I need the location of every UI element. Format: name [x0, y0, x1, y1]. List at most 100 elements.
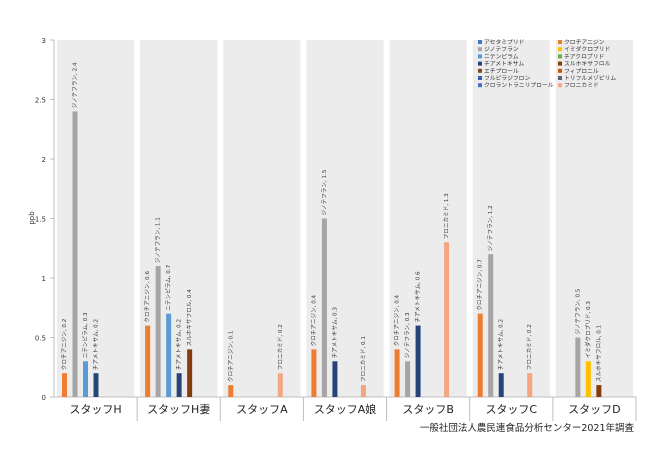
data-label: チアメトキサム, 0.2 [93, 319, 100, 370]
data-label: クロチアニジン, 0.4 [310, 294, 317, 346]
legend-label: エチプロール [484, 68, 519, 75]
data-label: ジノテフラン, 0.5 [574, 288, 581, 334]
bar [83, 361, 88, 397]
legend-label: フルピラジフロン [484, 75, 530, 82]
data-label: ジノテフラン, 1.2 [487, 205, 494, 251]
legend-label: チアメトキサム [484, 61, 524, 68]
y-tick-label: 2.5 [35, 97, 46, 105]
data-label: クロチアニジン, 0.4 [394, 294, 401, 346]
bar [488, 254, 494, 397]
bar [166, 313, 172, 397]
bar [176, 373, 182, 397]
bar [187, 349, 193, 397]
bar [575, 337, 581, 397]
x-category-label: スタッフA娘 [314, 402, 377, 416]
bar [332, 361, 338, 397]
legend-label: ジノテフラン [484, 46, 519, 53]
legend-swatch [478, 54, 482, 59]
group-panel [389, 40, 467, 397]
bar [394, 349, 400, 397]
x-category-label: スタッフA [236, 403, 288, 416]
data-label: チアメトキサム, 0.6 [415, 271, 422, 323]
group-panel [555, 40, 633, 397]
source-note: 一般社団法人農民連食品分析センター2021年調査 [419, 423, 634, 434]
data-label: スルホキサフロル, 0.1 [595, 324, 602, 382]
data-label: フロニカミド, 0.1 [360, 336, 367, 382]
data-label: クロチアニジン, 0.1 [227, 330, 234, 382]
data-label: クロチアニジン, 0.7 [477, 259, 484, 311]
bar [62, 373, 67, 397]
x-category-label: スタッフD [568, 403, 620, 416]
bar [596, 385, 602, 397]
legend-label: スルホキサフロル [564, 61, 611, 68]
bar [405, 361, 411, 397]
legend-swatch [558, 68, 562, 73]
data-label: ニテンピラム, 0.7 [165, 264, 172, 310]
bar [93, 373, 99, 397]
legend-label: ニテンピラム [484, 53, 519, 60]
legend-swatch [478, 61, 482, 66]
x-category-label: スタッフC [485, 403, 537, 416]
legend-swatch [558, 54, 562, 59]
bar [155, 266, 161, 397]
y-tick-label: 0.5 [35, 335, 46, 343]
data-label: スルホキサフロル, 0.4 [186, 289, 193, 347]
bar [498, 373, 504, 397]
legend-label: フロニカミド [564, 82, 599, 89]
y-axis-title: ppb [28, 211, 36, 225]
data-label: クロチアニジン, 0.2 [61, 319, 68, 371]
legend-label: フィプロニル [564, 68, 599, 75]
legend-label: イミダクロプリド [564, 45, 611, 53]
legend-swatch [558, 40, 562, 44]
legend-swatch [478, 76, 482, 80]
y-tick-label: 2 [42, 156, 46, 164]
bar [321, 218, 327, 397]
bar [585, 361, 591, 397]
x-category-label: スタッフH妻 [147, 403, 210, 416]
data-label: ジノテフラン, 0.3 [404, 312, 411, 358]
legend-swatch [478, 40, 482, 44]
data-label: クロチアニジン, 0.6 [144, 271, 151, 323]
bar [145, 325, 151, 397]
legend-swatch [558, 61, 562, 66]
group-panel [223, 40, 301, 397]
x-category-label: スタッフB [402, 403, 454, 416]
legend-swatch [558, 47, 562, 52]
x-category-label: スタッフH [69, 403, 121, 416]
legend-swatch [478, 83, 482, 88]
data-label: ニテンピラム, 0.3 [82, 312, 89, 358]
bar [72, 111, 78, 398]
data-label: チアメトキサム, 0.2 [498, 319, 505, 370]
legend-label: アセタミプリド [484, 38, 525, 46]
bar [360, 385, 366, 397]
bar [477, 313, 483, 397]
bar [311, 349, 317, 397]
legend-swatch [558, 83, 562, 88]
legend-label: クロラントラニリプロール [484, 82, 554, 89]
legend-swatch [478, 68, 482, 73]
group-panel [306, 40, 384, 397]
y-tick-label: 0 [42, 394, 46, 402]
y-tick-label: 1.5 [35, 216, 46, 224]
group-panel [472, 40, 550, 397]
group-panel [57, 40, 135, 397]
bar [527, 373, 533, 397]
data-label: ジノテフラン, 1.1 [155, 217, 162, 263]
y-tick-label: 3 [42, 37, 46, 45]
data-label: チアメトキサム, 0.3 [331, 307, 338, 359]
legend-label: クロチアニジン [564, 39, 605, 46]
bar [444, 242, 450, 397]
data-label: フロニカミド, 1.3 [443, 193, 450, 239]
legend-swatch [558, 76, 562, 80]
data-label: フロニカミド, 0.2 [526, 324, 533, 370]
data-label: ジノテフラン, 2.4 [72, 62, 79, 108]
bar [277, 373, 283, 397]
legend-label: チアクロプリド [564, 53, 604, 60]
data-label: チアメトキサム, 0.2 [176, 319, 183, 370]
data-label: イミダクロプリド, 0.3 [584, 301, 592, 359]
bar [228, 385, 234, 397]
data-label: ジノテフラン, 1.5 [321, 169, 328, 215]
legend-swatch [478, 47, 482, 52]
bar [415, 325, 421, 397]
